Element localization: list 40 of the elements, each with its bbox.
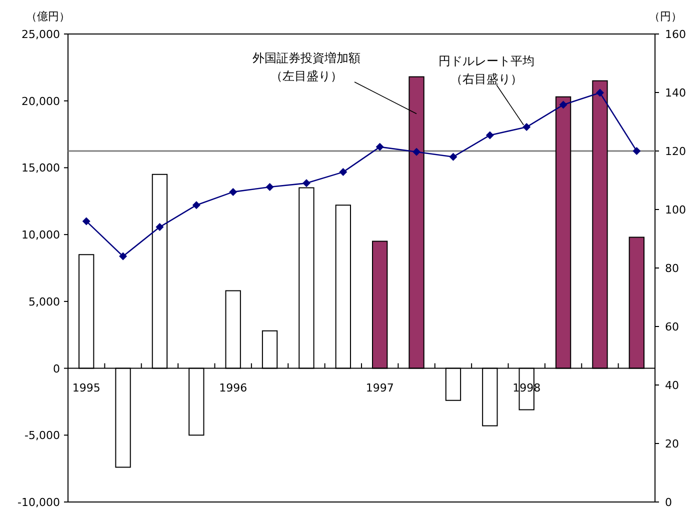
point bbox=[632, 147, 641, 155]
y2-tick-label: 20 bbox=[665, 438, 679, 450]
y-tick-label: -5,000 bbox=[24, 429, 60, 442]
point bbox=[302, 179, 310, 188]
y-axis-title: （億円） bbox=[26, 10, 70, 23]
x-tick-label: 1995 bbox=[72, 381, 100, 394]
point bbox=[412, 148, 421, 156]
y-tick-label: 0 bbox=[53, 362, 60, 376]
y2-tick-label: 140 bbox=[665, 86, 686, 100]
y2-tick-label: 60 bbox=[665, 320, 679, 334]
y2-tick-label: 0 bbox=[665, 496, 672, 509]
point bbox=[266, 182, 274, 191]
point bbox=[486, 131, 494, 140]
y2-tick-label: 120 bbox=[665, 145, 686, 158]
y-tick-label: 10,000 bbox=[22, 228, 60, 242]
text: 円ドルレート平均（右目盛り） bbox=[438, 54, 535, 86]
point bbox=[229, 188, 238, 196]
x-tick-label: 1996 bbox=[219, 381, 248, 394]
y2-tick-label: 80 bbox=[665, 262, 679, 275]
point bbox=[522, 123, 531, 132]
x-tick-label: 1997 bbox=[366, 381, 394, 394]
y2-tick-label: 100 bbox=[665, 204, 686, 216]
point bbox=[596, 88, 604, 97]
point bbox=[156, 223, 164, 232]
y-tick-label: 25,000 bbox=[22, 28, 60, 41]
y2-tick-label: 40 bbox=[665, 379, 679, 392]
y2-axis-title: （円） bbox=[649, 10, 682, 23]
y-tick-label: -10,000 bbox=[18, 496, 60, 509]
point bbox=[376, 142, 384, 151]
point bbox=[119, 252, 128, 260]
y-tick-label: 20,000 bbox=[22, 94, 60, 108]
y-tick-label: 5,000 bbox=[28, 295, 60, 308]
point bbox=[192, 201, 200, 210]
point bbox=[339, 168, 348, 176]
y-tick-label: 15,000 bbox=[22, 162, 60, 175]
y2-tick-label: 160 bbox=[665, 28, 686, 41]
text: 外国証券投資増加額（左目盛り） bbox=[252, 51, 361, 83]
point bbox=[82, 217, 90, 226]
point bbox=[559, 100, 568, 109]
point bbox=[449, 152, 458, 161]
